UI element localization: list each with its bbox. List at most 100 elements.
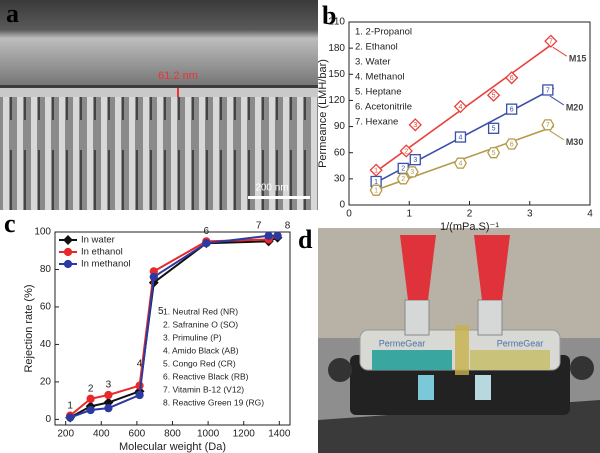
marker bbox=[273, 231, 282, 240]
panel-label: c bbox=[4, 209, 16, 238]
annotation: 3. Primuline (P) bbox=[163, 332, 222, 342]
marker bbox=[408, 118, 422, 132]
annotation: 4. Methanol bbox=[355, 72, 405, 83]
y-tick-label: 150 bbox=[328, 69, 345, 80]
point-label: 1 bbox=[374, 188, 378, 195]
annotation: 8. Reactive Green 19 (RG) bbox=[163, 397, 264, 407]
legend-label: In ethanol bbox=[81, 247, 123, 258]
point-label: 2 bbox=[404, 148, 408, 155]
y-tick-label: 30 bbox=[334, 173, 346, 184]
label-leader bbox=[549, 95, 565, 106]
point-label: 3 bbox=[410, 169, 414, 176]
legend-marker bbox=[63, 247, 73, 257]
point-label: 7 bbox=[256, 220, 262, 231]
annotation: 7. Vitamin B-12 (V12) bbox=[163, 384, 244, 394]
point-label: 4 bbox=[459, 134, 463, 141]
y-tick-label: 80 bbox=[40, 264, 52, 275]
y-tick-label: 180 bbox=[328, 43, 345, 54]
annotation: 4. Amido Black (AB) bbox=[163, 345, 239, 355]
y-tick-label: 90 bbox=[334, 121, 346, 132]
x-tick-label: 1400 bbox=[268, 429, 291, 440]
x-tick-label: 200 bbox=[57, 429, 74, 440]
point-label: 7 bbox=[546, 122, 550, 129]
marker bbox=[86, 405, 95, 415]
panel-label: a bbox=[6, 0, 19, 28]
marker bbox=[453, 99, 468, 114]
x-tick-label: 3 bbox=[527, 209, 533, 220]
annotation: 1. Neutral Red (NR) bbox=[163, 306, 238, 316]
annotation: 6. Reactive Black (RB) bbox=[163, 371, 249, 381]
device-label: PermeGear bbox=[497, 338, 544, 348]
marker bbox=[544, 34, 558, 48]
x-tick-label: 600 bbox=[129, 429, 146, 440]
label-leader bbox=[552, 46, 568, 57]
x-tick-label: 0 bbox=[346, 209, 352, 220]
point-label: 6 bbox=[510, 75, 514, 82]
y-tick-label: 210 bbox=[328, 17, 345, 28]
annotation: 3. Water bbox=[355, 57, 391, 68]
marker bbox=[396, 173, 410, 185]
point-label: 3 bbox=[413, 157, 417, 164]
point-label: 5 bbox=[158, 306, 164, 317]
marker bbox=[409, 154, 421, 166]
point-label: 1 bbox=[374, 179, 378, 186]
point-label: 2 bbox=[401, 166, 405, 173]
x-tick-label: 1200 bbox=[233, 429, 256, 440]
point-label: 5 bbox=[492, 150, 496, 157]
point-label: 6 bbox=[510, 141, 514, 148]
marker bbox=[487, 122, 500, 134]
marker bbox=[405, 166, 419, 178]
sem-image: 61.2 nm 200 nm bbox=[0, 0, 318, 210]
x-tick-label: 2 bbox=[467, 209, 473, 220]
legend-marker bbox=[63, 235, 73, 245]
y-tick-label: 0 bbox=[339, 200, 345, 211]
annotation: 2. Safranine O (SO) bbox=[163, 319, 238, 329]
point-label: 6 bbox=[204, 226, 210, 237]
y-axis-label: Permeance (LMH/bar) bbox=[317, 59, 329, 168]
marker bbox=[65, 413, 75, 422]
annotation: 5. Heptane bbox=[355, 87, 401, 98]
y-tick-label: 120 bbox=[328, 95, 345, 106]
y-tick-label: 20 bbox=[40, 377, 52, 388]
thickness-label: 61.2 nm bbox=[158, 70, 198, 82]
x-axis-label: Molecular weight (Da) bbox=[119, 441, 226, 453]
y-tick-label: 40 bbox=[40, 339, 52, 350]
panel-label: d bbox=[298, 225, 313, 254]
photo: PermeGear PermeGear bbox=[318, 228, 600, 453]
x-tick-label: 1000 bbox=[197, 429, 220, 440]
annotation: 2. Ethanol bbox=[355, 42, 398, 53]
point-label: 4 bbox=[137, 358, 143, 369]
x-tick-label: 400 bbox=[93, 429, 110, 440]
point-label: 2 bbox=[401, 176, 405, 183]
marker bbox=[202, 239, 211, 248]
series-label: M15 bbox=[569, 54, 587, 64]
point-label: 4 bbox=[459, 161, 463, 168]
marker bbox=[542, 84, 554, 96]
point-label: 8 bbox=[285, 220, 291, 231]
point-label: 1 bbox=[374, 167, 378, 174]
marker bbox=[86, 394, 95, 403]
y-tick-label: 60 bbox=[334, 147, 346, 158]
marker bbox=[369, 184, 383, 196]
marker bbox=[454, 131, 467, 143]
marker bbox=[505, 138, 519, 150]
point-label: 2 bbox=[88, 383, 94, 394]
annotation: 1. 2-Propanol bbox=[355, 27, 412, 38]
y-tick-label: 60 bbox=[40, 302, 52, 313]
point-label: 7 bbox=[546, 87, 550, 94]
y-tick-label: 0 bbox=[45, 414, 51, 425]
marker bbox=[264, 231, 273, 240]
marker bbox=[135, 390, 144, 400]
device-label: PermeGear bbox=[379, 338, 426, 348]
point-label: 7 bbox=[549, 39, 553, 46]
marker bbox=[149, 272, 158, 282]
series-label: M20 bbox=[566, 102, 584, 112]
marker bbox=[505, 71, 519, 85]
x-tick-label: 1 bbox=[406, 209, 412, 220]
x-axis-label: 1/(mPa.S)⁻¹ bbox=[440, 221, 499, 233]
marker bbox=[399, 144, 413, 158]
x-tick-label: 800 bbox=[164, 429, 181, 440]
point-label: 3 bbox=[413, 122, 417, 129]
point-label: 5 bbox=[492, 126, 496, 133]
